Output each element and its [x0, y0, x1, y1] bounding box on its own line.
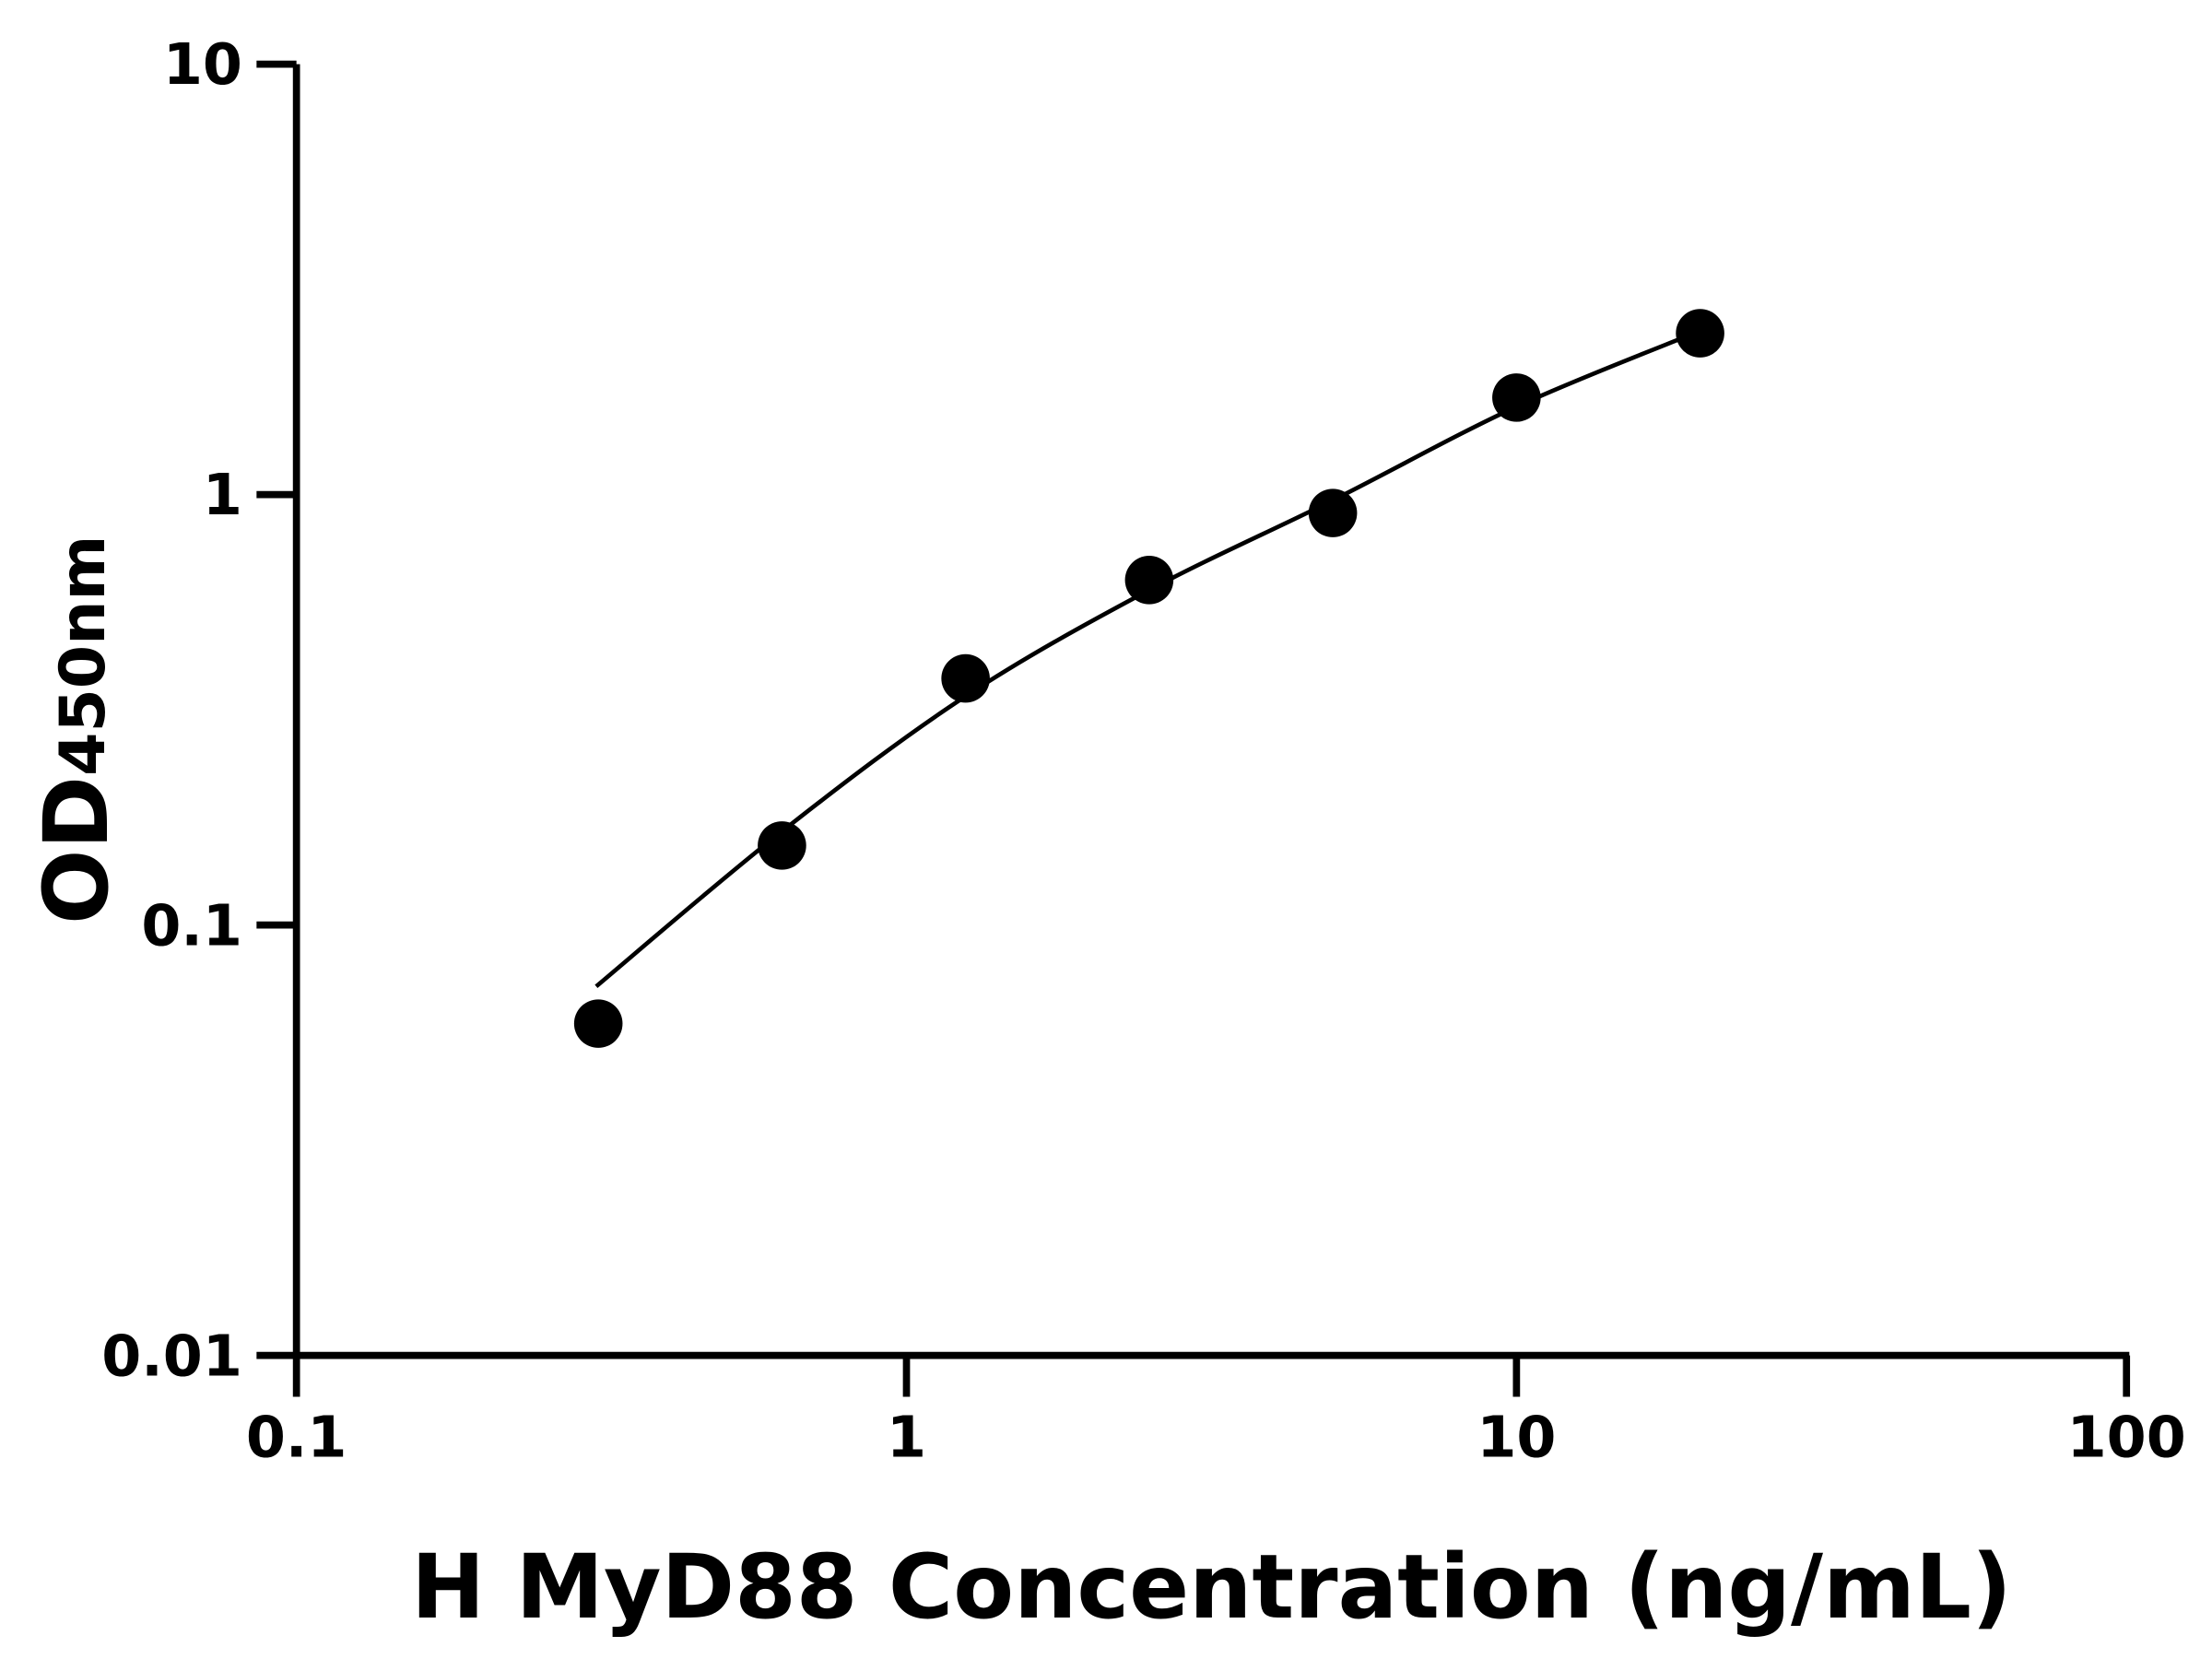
y-tick-label: 10 — [163, 31, 242, 98]
axes — [292, 64, 2130, 1359]
data-point — [1492, 373, 1541, 422]
x-tick-label: 1 — [887, 1404, 926, 1470]
y-tick-label: 0.01 — [101, 1323, 242, 1389]
x-tick-label: 100 — [2067, 1404, 2186, 1470]
data-point — [1676, 309, 1724, 358]
x-tick-label: 10 — [1477, 1404, 1556, 1470]
data-point — [758, 821, 806, 870]
x-tick-label: 0.1 — [246, 1404, 347, 1470]
data-point — [573, 999, 623, 1048]
data-point — [1124, 556, 1174, 605]
y-axis-label-main: OD — [25, 776, 128, 924]
y-tick-label: 1 — [203, 462, 242, 528]
data-point — [1308, 488, 1358, 537]
y-axis-label: OD450nm — [25, 535, 128, 924]
fit-curve — [594, 328, 1701, 989]
data-point — [941, 653, 990, 703]
y-axis-label-sub: 450nm — [47, 535, 120, 776]
y-tick-label: 0.1 — [141, 892, 242, 959]
x-axis-label: H MyD88 Concentration (ng/mL) — [411, 1535, 2012, 1639]
